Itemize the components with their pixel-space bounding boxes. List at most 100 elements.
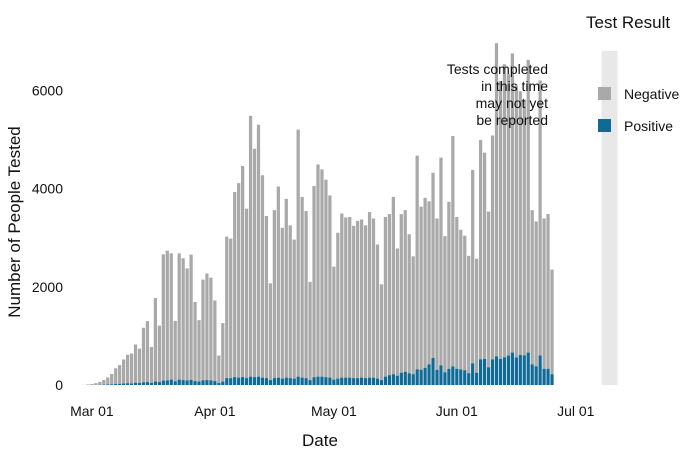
bar-positive xyxy=(367,377,372,385)
bar-negative xyxy=(213,300,217,382)
bar-positive xyxy=(292,378,296,385)
bar-positive xyxy=(201,380,205,385)
bar-positive xyxy=(209,380,213,385)
bar-negative xyxy=(185,268,189,381)
bar-positive xyxy=(360,377,364,385)
bar-negative xyxy=(332,266,336,380)
bar-negative xyxy=(328,195,332,378)
bar-negative xyxy=(530,210,534,365)
bar-negative xyxy=(455,217,459,369)
bar-positive xyxy=(320,376,324,385)
bar-positive xyxy=(137,383,142,385)
bar-negative xyxy=(145,321,150,383)
bar-positive xyxy=(149,382,154,385)
y-tick-label: 6000 xyxy=(32,82,63,98)
bar-negative xyxy=(518,91,522,356)
bar-positive xyxy=(181,380,185,385)
bar-positive xyxy=(344,377,348,385)
bar-positive xyxy=(248,376,253,385)
y-axis-title: Number of People Tested xyxy=(5,126,24,318)
bar-positive xyxy=(427,364,431,385)
bar-negative xyxy=(502,64,507,358)
bar-negative xyxy=(427,201,431,365)
bar-positive xyxy=(221,381,225,385)
bar-negative xyxy=(459,229,463,370)
bar-positive xyxy=(375,378,380,385)
bar-negative xyxy=(248,115,253,377)
bar-negative xyxy=(304,211,308,379)
bar-positive xyxy=(244,378,249,385)
bar-positive xyxy=(165,380,169,385)
bar-positive xyxy=(486,367,491,385)
bar-negative xyxy=(550,269,554,375)
bar-positive xyxy=(312,377,316,385)
annotation: Tests completed in this time may not yet… xyxy=(447,61,548,128)
bar-positive xyxy=(133,382,138,385)
bar-negative xyxy=(94,383,98,385)
annotation-line: in this time xyxy=(481,78,548,94)
bar-positive xyxy=(403,371,407,385)
bar-negative xyxy=(229,238,233,379)
bar-negative xyxy=(193,301,197,382)
bar-positive xyxy=(439,365,443,385)
bar-positive xyxy=(225,378,229,385)
bar-negative xyxy=(118,365,122,384)
bar-positive xyxy=(415,369,419,385)
bar-positive xyxy=(110,384,114,385)
bar-positive xyxy=(526,352,530,385)
bar-negative xyxy=(498,80,503,359)
bar-negative xyxy=(542,218,546,369)
bar-negative xyxy=(256,124,261,377)
x-tick-label: Jun 01 xyxy=(436,403,478,419)
bar-negative xyxy=(439,157,443,366)
bar-negative xyxy=(106,377,110,385)
legend-swatch-positive xyxy=(598,119,611,132)
bar-negative xyxy=(312,186,316,378)
bar-positive xyxy=(479,359,483,385)
bar-positive xyxy=(419,369,423,385)
bar-positive xyxy=(348,377,352,385)
bar-negative xyxy=(510,53,514,353)
bar-positive xyxy=(272,378,276,385)
x-axis-title: Date xyxy=(302,431,338,450)
bar-negative xyxy=(181,258,185,381)
bar-negative xyxy=(391,196,395,375)
bar-negative xyxy=(237,183,241,378)
bar-negative xyxy=(241,165,245,378)
y-axis-ticks: 0 2000 4000 6000 xyxy=(32,82,63,393)
x-tick-label: Jul 01 xyxy=(557,403,595,419)
bar-negative xyxy=(403,210,407,372)
bar-positive xyxy=(383,376,388,385)
bar-negative xyxy=(363,225,368,379)
bar-positive xyxy=(510,352,514,385)
bar-positive xyxy=(546,368,550,385)
bar-negative xyxy=(197,320,201,382)
bar-positive xyxy=(233,377,237,385)
bar-negative xyxy=(475,258,479,373)
bar-negative xyxy=(336,232,340,379)
bar-positive xyxy=(387,375,392,385)
bar-negative xyxy=(260,175,265,378)
bar-negative xyxy=(352,225,356,379)
x-axis-ticks: Mar 01 Apr 01 May 01 Jun 01 Jul 01 xyxy=(70,403,595,419)
y-tick-label: 0 xyxy=(55,377,63,393)
bar-positive xyxy=(431,357,435,385)
bar-positive xyxy=(161,380,165,385)
bar-positive xyxy=(324,377,328,385)
bar-negative xyxy=(340,213,344,378)
bar-positive xyxy=(459,369,463,385)
bar-positive xyxy=(530,364,534,385)
bar-negative xyxy=(153,298,157,382)
bar-positive xyxy=(276,377,280,385)
bar-negative xyxy=(367,212,372,378)
bar-negative xyxy=(538,80,542,356)
bar-negative xyxy=(320,169,324,377)
bar-positive xyxy=(316,376,320,385)
bar-negative xyxy=(300,196,304,378)
bar-negative xyxy=(133,344,138,383)
shaded-region xyxy=(601,51,618,385)
bar-positive xyxy=(471,363,475,385)
bar-positive xyxy=(118,383,122,385)
bar-positive xyxy=(498,358,503,385)
bar-negative xyxy=(110,373,114,385)
